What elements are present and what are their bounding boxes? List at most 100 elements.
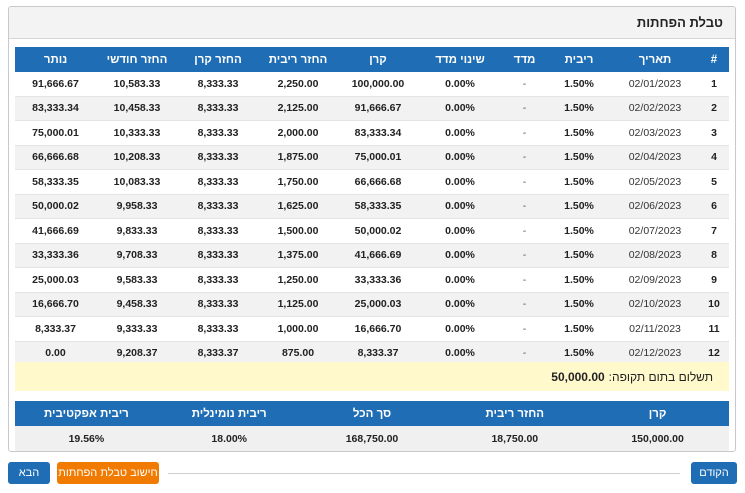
row-monthly-repayment: 10,083.33 <box>96 169 178 195</box>
row-index-linked: - <box>502 96 547 121</box>
row-index-change: 0.00% <box>418 145 502 170</box>
row-interest-rate: 1.50% <box>547 341 611 366</box>
row-index: 2 <box>699 96 729 121</box>
row-interest-repayment: 2,125.00 <box>258 96 338 121</box>
row-interest-rate: 1.50% <box>547 194 611 219</box>
row-index: 3 <box>699 120 729 146</box>
row-principal-repayment: 8,333.33 <box>178 145 258 170</box>
row-index-change: 0.00% <box>418 316 502 342</box>
row-principal: 41,666.69 <box>338 243 418 268</box>
row-monthly-repayment: 9,208.37 <box>96 341 178 366</box>
summary-header-total: סך הכל <box>300 401 444 426</box>
row-index-linked: - <box>502 72 547 97</box>
row-index: 4 <box>699 145 729 170</box>
row-index-linked: - <box>502 194 547 219</box>
row-interest-rate: 1.50% <box>547 72 611 97</box>
row-principal: 50,000.02 <box>338 218 418 244</box>
row-index: 1 <box>699 72 729 97</box>
row-index: 6 <box>699 194 729 219</box>
row-date: 02/05/2023 <box>611 169 699 195</box>
row-date: 02/03/2023 <box>611 120 699 146</box>
row-principal-repayment: 8,333.33 <box>178 316 258 342</box>
row-principal: 16,666.70 <box>338 316 418 342</box>
table-row: 7 02/07/2023 1.50% -0.00% 50,000.02 1,500.00 8… <box>15 218 729 244</box>
row-remaining: 50,000.02 <box>15 194 96 219</box>
table-row: 8 02/08/2023 1.50% -0.00% 41,666.69 1,375.00 8… <box>15 243 729 268</box>
table-header-row: # תאריך ריבית מדד שינוי מדד קרן החזר ריב… <box>15 47 729 72</box>
previous-button[interactable]: הקודם <box>691 462 737 484</box>
row-index-linked: - <box>502 218 547 244</box>
summary-header-interest-repayment: החזר ריבית <box>443 401 587 426</box>
row-remaining: 8,333.37 <box>15 316 96 342</box>
row-interest-repayment: 2,000.00 <box>258 120 338 146</box>
row-index: 11 <box>699 316 729 342</box>
row-index: 12 <box>699 341 729 366</box>
row-principal-repayment: 8,333.33 <box>178 243 258 268</box>
row-date: 02/09/2023 <box>611 267 699 293</box>
row-date: 02/08/2023 <box>611 243 699 268</box>
row-monthly-repayment: 10,208.33 <box>96 145 178 170</box>
row-remaining: 16,666.70 <box>15 292 96 317</box>
row-index: 10 <box>699 292 729 317</box>
row-principal-repayment: 8,333.33 <box>178 169 258 195</box>
row-index: 5 <box>699 169 729 195</box>
row-index-change: 0.00% <box>418 120 502 146</box>
row-interest-repayment: 2,250.00 <box>258 72 338 97</box>
row-interest-repayment: 875.00 <box>258 341 338 366</box>
summary-effective-rate: 19.56% <box>15 426 158 451</box>
row-interest-rate: 1.50% <box>547 218 611 244</box>
row-principal: 58,333.35 <box>338 194 418 219</box>
next-button[interactable]: הבא <box>8 462 50 484</box>
final-payment-label: תשלום בתום תקופה: <box>608 369 713 384</box>
row-interest-rate: 1.50% <box>547 169 611 195</box>
row-interest-rate: 1.50% <box>547 316 611 342</box>
row-index-change: 0.00% <box>418 96 502 121</box>
row-date: 02/07/2023 <box>611 218 699 244</box>
row-remaining: 41,666.69 <box>15 218 96 244</box>
row-monthly-repayment: 10,458.33 <box>96 96 178 121</box>
row-index-linked: - <box>502 341 547 366</box>
row-monthly-repayment: 10,583.33 <box>96 72 178 97</box>
row-principal-repayment: 8,333.33 <box>178 267 258 293</box>
row-interest-repayment: 1,500.00 <box>258 218 338 244</box>
row-remaining: 83,333.34 <box>15 96 96 121</box>
row-index: 9 <box>699 267 729 293</box>
row-interest-rate: 1.50% <box>547 243 611 268</box>
row-index-change: 0.00% <box>418 243 502 268</box>
row-interest-repayment: 1,625.00 <box>258 194 338 219</box>
row-index-linked: - <box>502 145 547 170</box>
table-row: 2 02/02/2023 1.50% -0.00% 91,666.67 2,125.00 8… <box>15 96 729 121</box>
row-principal: 33,333.36 <box>338 267 418 293</box>
row-monthly-repayment: 9,583.33 <box>96 267 178 293</box>
summary-header-effective-rate: ריבית אפקטיבית <box>15 401 158 426</box>
summary-header-nominal-rate: ריבית נומינלית <box>157 401 301 426</box>
summary-header-principal: קרן <box>586 401 729 426</box>
table-row: 1 02/01/2023 1.50% -0.00% 100,000.00 2,250.00… <box>15 72 729 97</box>
row-index: 7 <box>699 218 729 244</box>
row-index-linked: - <box>502 243 547 268</box>
table-row: 4 02/04/2023 1.50% -0.00% 75,000.01 1,875.00 8… <box>15 145 729 170</box>
summary-table: קרן החזר ריבית סך הכל ריבית נומינלית ריב… <box>15 401 729 451</box>
row-monthly-repayment: 9,958.33 <box>96 194 178 219</box>
col-header-interest-repayment: החזר ריבית <box>258 47 338 72</box>
row-principal: 83,333.34 <box>338 120 418 146</box>
row-monthly-repayment: 9,708.33 <box>96 243 178 268</box>
row-principal: 100,000.00 <box>338 72 418 97</box>
row-interest-rate: 1.50% <box>547 145 611 170</box>
table-row: 3 02/03/2023 1.50% -0.00% 83,333.34 2,000.00 8… <box>15 120 729 146</box>
row-interest-repayment: 1,250.00 <box>258 267 338 293</box>
col-header-index: # <box>699 47 729 72</box>
calculate-amortization-button[interactable]: חישוב טבלת הפחתות <box>57 462 159 484</box>
row-date: 02/10/2023 <box>611 292 699 317</box>
row-principal-repayment: 8,333.33 <box>178 72 258 97</box>
row-interest-rate: 1.50% <box>547 96 611 121</box>
row-principal: 25,000.03 <box>338 292 418 317</box>
col-header-index-linked: מדד <box>502 47 547 72</box>
row-monthly-repayment: 9,458.33 <box>96 292 178 317</box>
row-index-change: 0.00% <box>418 267 502 293</box>
row-interest-repayment: 1,125.00 <box>258 292 338 317</box>
col-header-principal-repayment: החזר קרן <box>178 47 258 72</box>
table-row: 5 02/05/2023 1.50% -0.00% 66,666.68 1,750.00 8… <box>15 169 729 195</box>
row-index-change: 0.00% <box>418 72 502 97</box>
row-principal-repayment: 8,333.33 <box>178 218 258 244</box>
